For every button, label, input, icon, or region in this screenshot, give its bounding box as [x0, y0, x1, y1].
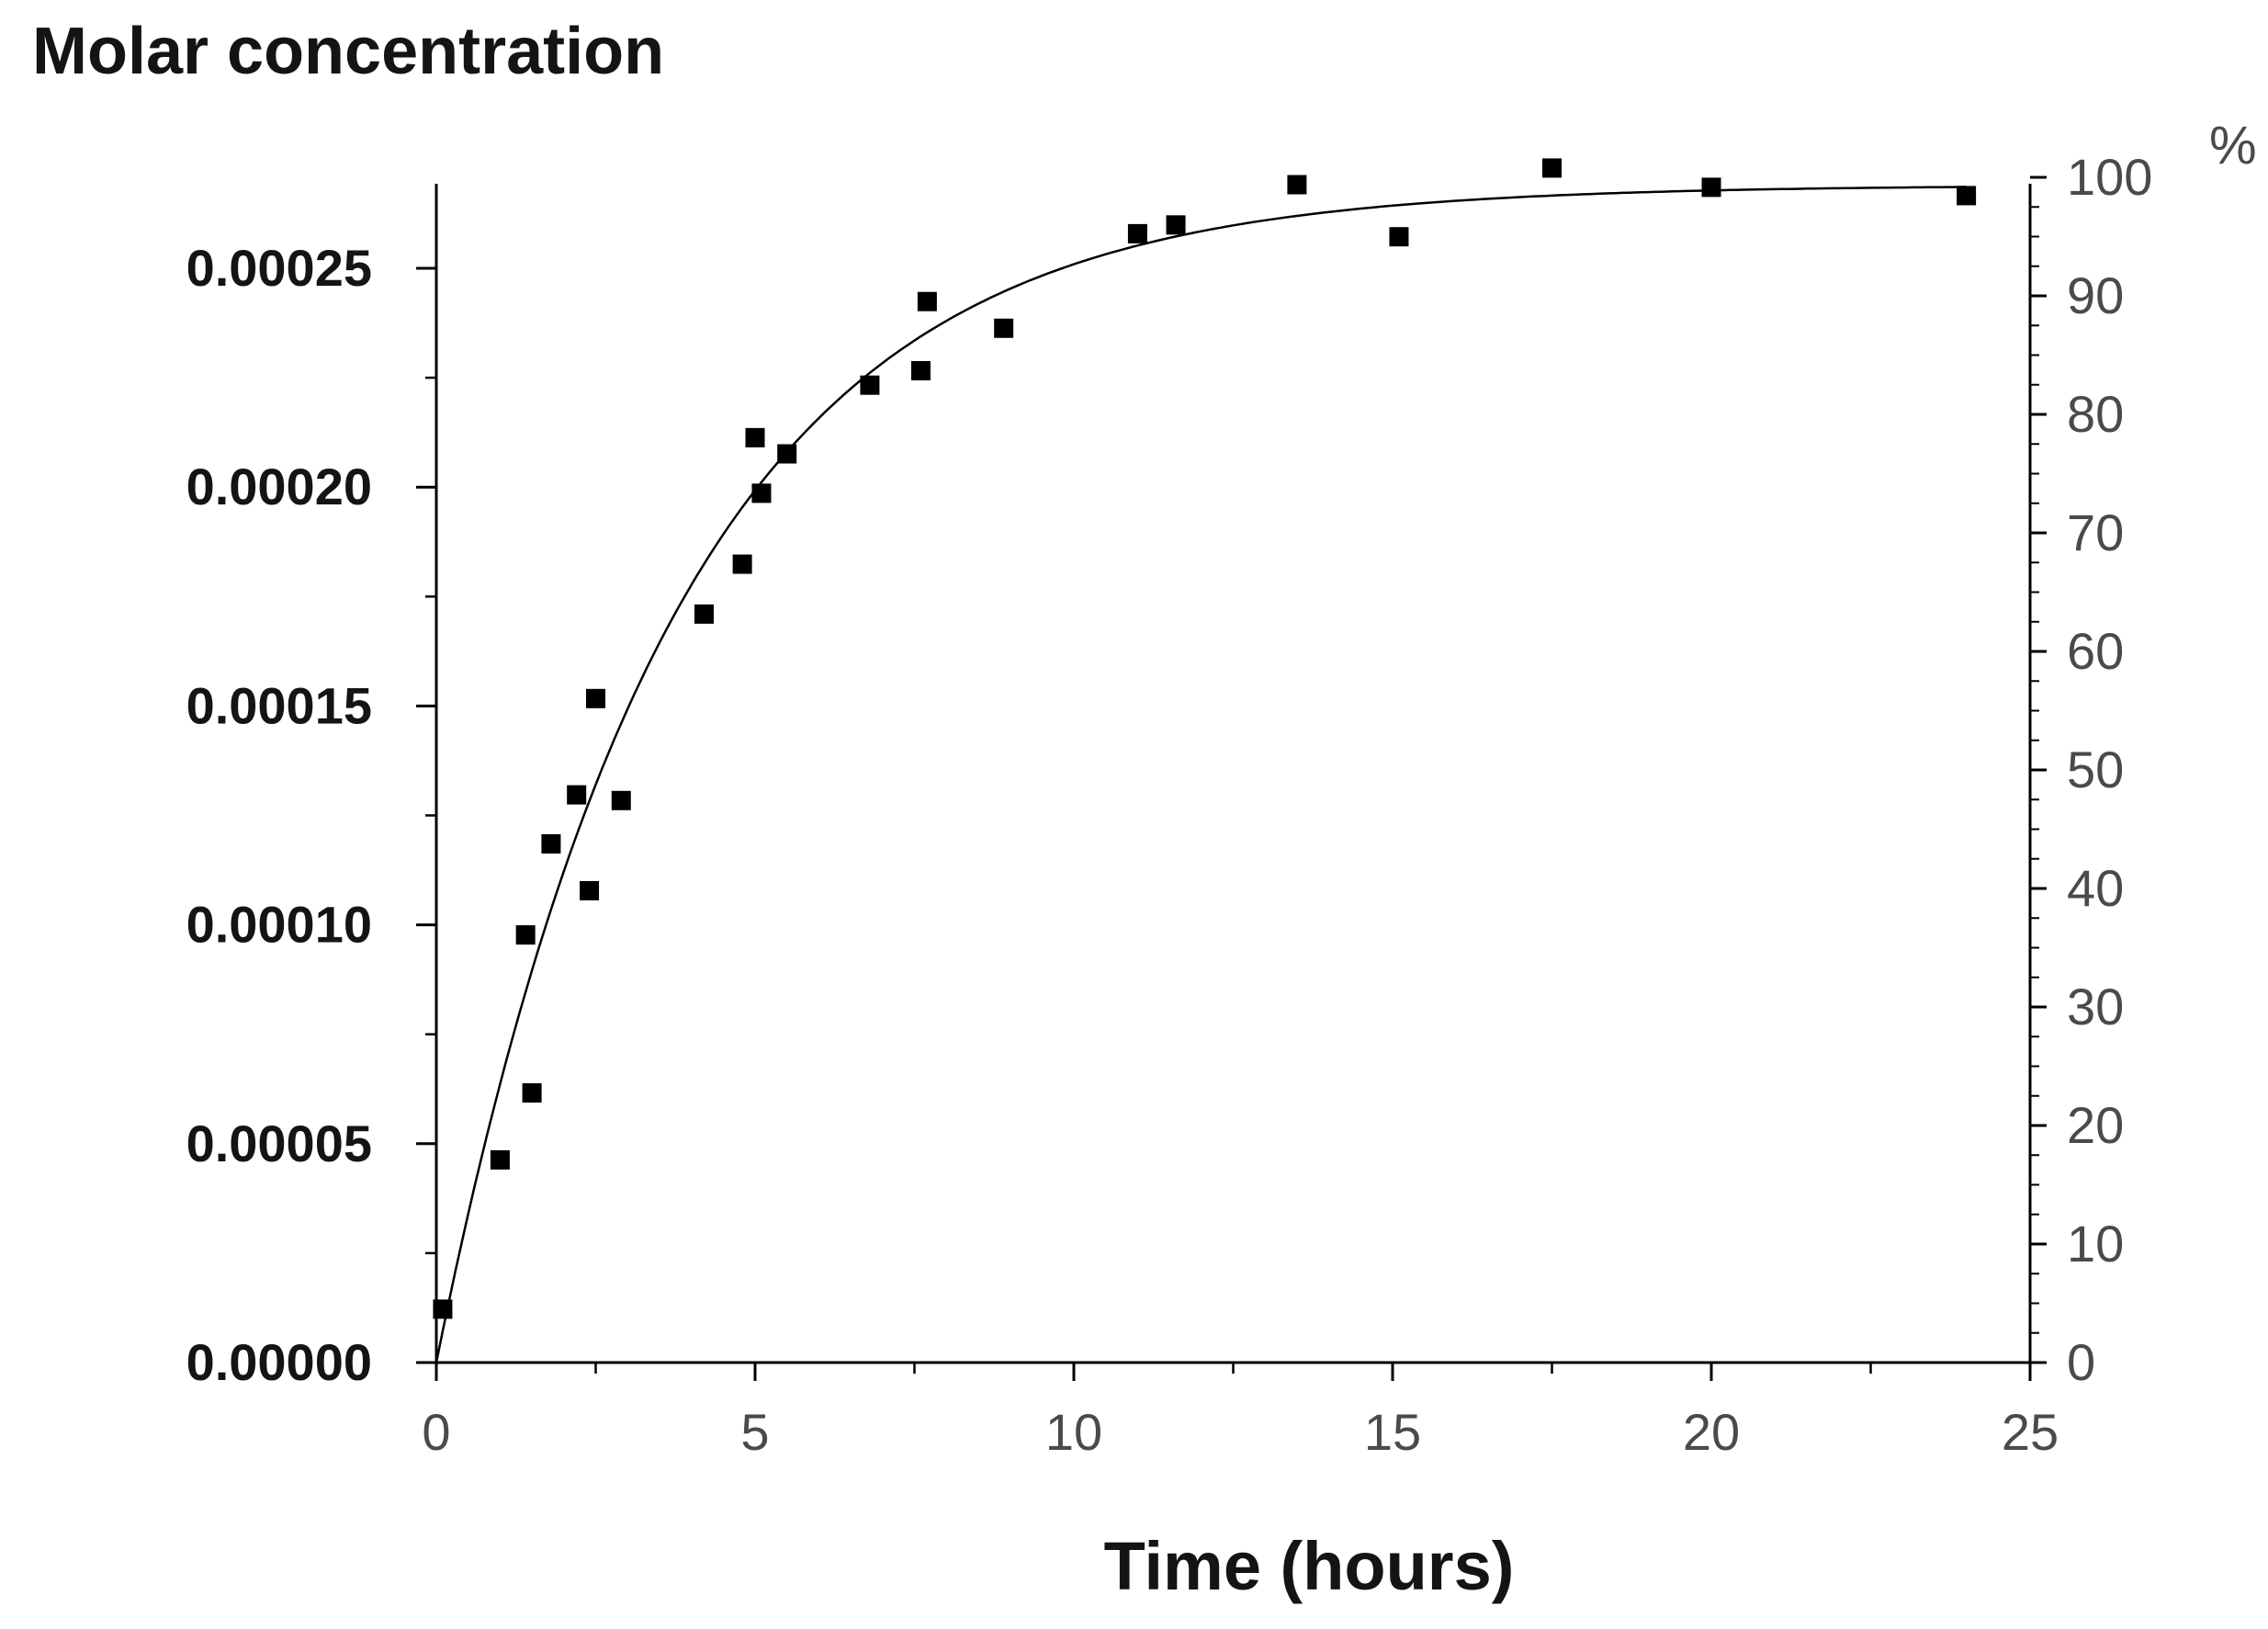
right-y-tick-label: 40	[2067, 859, 2124, 917]
right-y-tick-label: 0	[2067, 1333, 2095, 1391]
data-point	[917, 291, 937, 311]
left-y-tick-label: 0.00005	[186, 1114, 372, 1172]
data-point	[751, 483, 772, 503]
data-point	[1166, 215, 1186, 235]
data-point	[541, 833, 561, 854]
data-point	[732, 554, 752, 574]
x-tick-label: 15	[1364, 1403, 1421, 1461]
left-y-tick-label: 0.00015	[186, 676, 372, 734]
data-markers	[433, 158, 1977, 1319]
plot-area	[434, 184, 2032, 1364]
right-y-tick-label: 100	[2067, 148, 2152, 206]
x-tick-label: 0	[422, 1403, 450, 1461]
data-point	[1389, 227, 1409, 247]
data-point	[745, 427, 765, 447]
right-axis-unit-label: %	[2209, 116, 2257, 175]
left-y-tick-label: 0.00025	[186, 239, 372, 297]
data-point	[1127, 223, 1147, 243]
data-point	[910, 360, 931, 380]
chart-title: Molar concentration	[32, 15, 664, 88]
data-point	[515, 925, 536, 945]
data-point	[1701, 177, 1721, 198]
x-tick-label: 20	[1683, 1403, 1740, 1461]
data-point	[490, 1149, 510, 1170]
data-point	[1287, 175, 1307, 195]
data-point	[1542, 158, 1562, 178]
data-point	[860, 375, 880, 395]
data-point	[1957, 186, 1977, 206]
data-point	[694, 604, 714, 624]
right-y-tick-label: 50	[2067, 741, 2124, 798]
right-y-ticks: 0 10 20 30 40 50 60 70 80 90 100	[2030, 148, 2152, 1391]
data-point	[567, 785, 587, 805]
right-y-tick-label: 60	[2067, 622, 2124, 680]
x-tick-label: 25	[2002, 1403, 2059, 1461]
x-tick-label: 10	[1045, 1403, 1102, 1461]
left-y-tick-label: 0.00010	[186, 896, 372, 954]
right-y-tick-label: 70	[2067, 503, 2124, 561]
right-y-tick-label: 80	[2067, 385, 2124, 443]
data-point	[580, 880, 600, 900]
x-ticks: 0 5 10 15 20 25	[422, 1363, 2059, 1461]
fit-curve	[434, 186, 1967, 1363]
data-point	[522, 1083, 542, 1103]
data-point	[994, 318, 1014, 338]
right-y-tick-label: 20	[2067, 1096, 2124, 1154]
left-y-ticks: 0.00000 0.00005 0.00010 0.00015 0.00020 0.000…	[186, 239, 436, 1391]
data-point	[611, 790, 631, 810]
right-y-tick-label: 30	[2067, 978, 2124, 1035]
data-point	[777, 444, 797, 464]
x-axis-title: Time (hours)	[1104, 1528, 1515, 1604]
data-point	[586, 688, 605, 708]
left-y-tick-label: 0.00000	[186, 1333, 372, 1391]
x-tick-label: 5	[740, 1403, 769, 1461]
left-y-tick-label: 0.00020	[186, 458, 372, 515]
data-point	[433, 1299, 453, 1319]
right-y-tick-label: 10	[2067, 1215, 2124, 1273]
right-y-tick-label: 90	[2067, 266, 2124, 324]
